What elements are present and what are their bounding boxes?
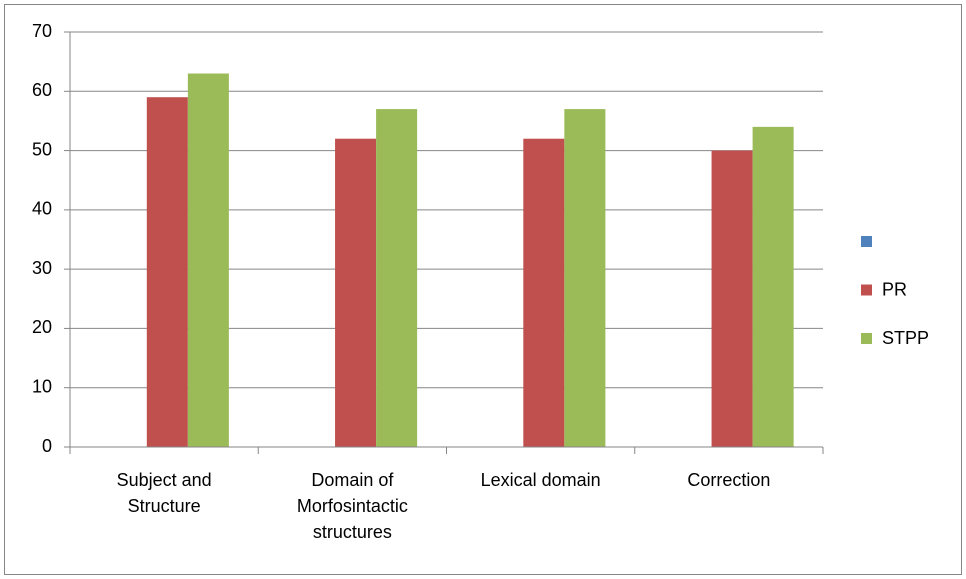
legend-swatch <box>861 236 872 247</box>
x-tick-label: Lexical domain <box>480 470 601 490</box>
y-tick-label: 0 <box>42 436 52 456</box>
x-tick-label: Correction <box>687 470 771 490</box>
y-tick-label: 60 <box>32 80 52 100</box>
bar <box>335 138 377 447</box>
x-tick-label: Subject and Structure <box>116 470 212 516</box>
y-tick-label: 40 <box>32 199 52 219</box>
bar <box>711 150 753 448</box>
legend-label: PR <box>882 279 907 299</box>
y-tick-label: 20 <box>32 317 52 337</box>
bar <box>752 126 794 447</box>
bar <box>376 109 418 448</box>
x-tick-label: Domain of Morfosintactic structures <box>296 470 408 542</box>
bar <box>523 138 565 447</box>
legend-swatch <box>861 284 872 296</box>
y-tick-label: 30 <box>32 258 52 278</box>
legend-swatch <box>861 333 872 344</box>
bar <box>146 97 188 447</box>
bar <box>564 109 606 448</box>
legend-label: STPP <box>882 328 929 348</box>
bar <box>187 73 229 447</box>
y-tick-label: 10 <box>32 376 52 396</box>
y-tick-label: 70 <box>32 21 52 41</box>
y-tick-label: 50 <box>32 139 52 159</box>
